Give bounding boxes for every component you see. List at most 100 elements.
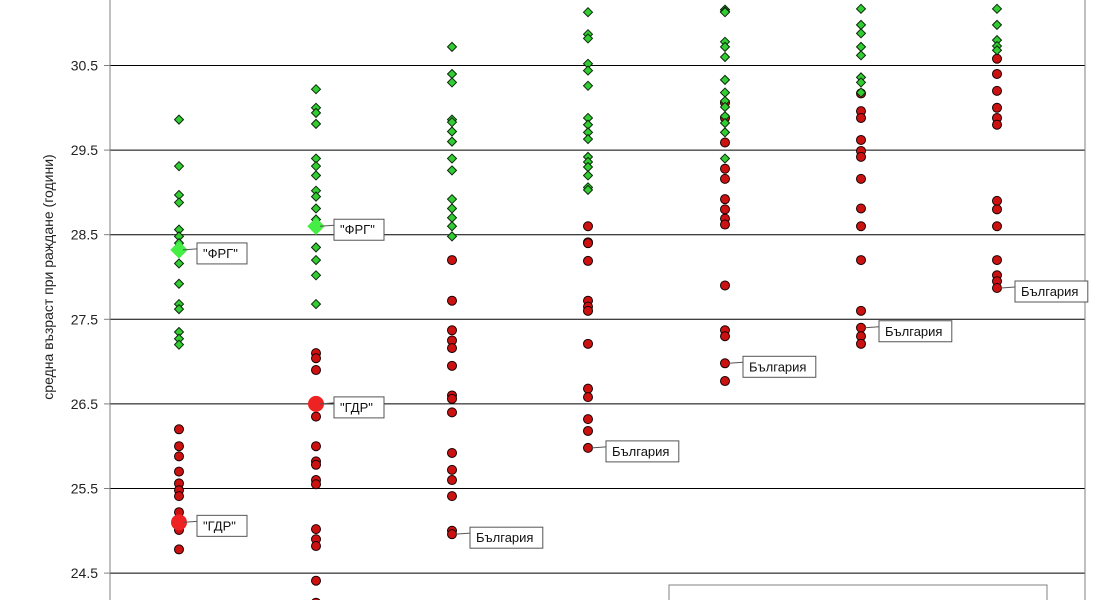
- green-point: [310, 242, 322, 253]
- green-point: [582, 33, 594, 44]
- red-point: [311, 365, 321, 376]
- green-point: [310, 254, 322, 266]
- y-tick-label: 28.5: [71, 227, 98, 243]
- annotation-box: [333, 396, 385, 419]
- green-point: [173, 278, 185, 289]
- green-point: [855, 28, 867, 39]
- red-point: [583, 414, 593, 425]
- red-point: [311, 411, 321, 422]
- annotations: "ФРГ" "ГДР" "ФРГ" "ГДР" България България Бълг…: [182, 218, 1089, 549]
- annotation-leader: [1000, 286, 1016, 289]
- red-point: [583, 442, 593, 453]
- red-point: [583, 255, 593, 266]
- red-point: [856, 151, 866, 162]
- annotation-label: "ГДР": [340, 400, 373, 415]
- green-point: [855, 77, 867, 88]
- green-point: [582, 184, 594, 196]
- annotation-label: "ФРГ": [340, 222, 375, 237]
- y-tick-labels: 24.5 25.5 26.5 27.5 28.5 29.5 30.5: [71, 58, 98, 582]
- red-point: [311, 459, 321, 470]
- green-point: [310, 270, 322, 281]
- annotation-leader: [319, 224, 335, 227]
- red-point: [856, 203, 866, 214]
- red-point: [720, 173, 730, 184]
- red-point: [174, 466, 184, 477]
- red-point: [856, 322, 866, 333]
- red-point: [720, 194, 730, 205]
- green-point: [310, 83, 322, 95]
- green-point: [310, 203, 322, 214]
- annotation-label: България: [476, 530, 533, 545]
- green-point: [446, 41, 458, 53]
- green-point: [991, 3, 1003, 15]
- red-point: [311, 441, 321, 452]
- green-point: [173, 258, 185, 269]
- red-point: [311, 541, 321, 552]
- annotation-leader: [319, 402, 335, 405]
- green-point: [173, 160, 185, 172]
- green-point: [446, 153, 458, 164]
- red-point: [174, 491, 184, 502]
- y-tick-label: 29.5: [71, 142, 98, 158]
- red-point: [447, 360, 457, 371]
- legend-box: [668, 584, 1048, 605]
- annotation-box: [1014, 280, 1089, 303]
- y-tick-label: 26.5: [71, 396, 98, 412]
- red-point: [447, 475, 457, 486]
- green-point: [991, 19, 1003, 31]
- red-point: [311, 575, 321, 586]
- y-tick-label: 30.5: [71, 58, 98, 74]
- annotation-label: "ФРГ": [203, 246, 238, 261]
- green-point: [173, 197, 185, 208]
- red-point: [447, 295, 457, 306]
- green-point: [855, 3, 867, 15]
- annotation-box: [469, 526, 544, 549]
- red-point: [992, 68, 1002, 79]
- annotation-label: България: [749, 359, 806, 374]
- green-point: [582, 6, 594, 18]
- red-point: [583, 425, 593, 436]
- y-axis-label: средна възраст при раждане (години): [40, 154, 56, 399]
- green-point: [446, 231, 458, 242]
- red-point: [992, 53, 1002, 64]
- red-point: [720, 204, 730, 215]
- red-point: [720, 358, 730, 369]
- green-point: [173, 339, 185, 350]
- green-point: [446, 221, 458, 232]
- red-point: [992, 102, 1002, 113]
- annotation-box: [196, 514, 248, 537]
- red-point: [720, 331, 730, 342]
- y-tick-label: 25.5: [71, 481, 98, 497]
- green-point: [582, 133, 594, 145]
- red-point: [856, 173, 866, 184]
- red-point: [720, 280, 730, 291]
- red-point: [856, 255, 866, 266]
- green-point: [310, 191, 322, 202]
- green-point: [310, 298, 322, 310]
- red-point: [447, 325, 457, 336]
- highlight-green-point: [170, 241, 188, 259]
- green-point: [310, 170, 322, 181]
- annotation-leader: [182, 520, 198, 523]
- red-point: [447, 491, 457, 502]
- green-point: [310, 118, 322, 130]
- red-point: [992, 282, 1002, 293]
- red-point: [856, 221, 866, 232]
- red-point: [856, 112, 866, 123]
- red-point: [583, 221, 593, 232]
- red-point: [174, 451, 184, 462]
- red-point: [174, 544, 184, 555]
- gridlines: [104, 65, 1085, 574]
- red-point: [447, 255, 457, 266]
- green-point: [173, 303, 185, 315]
- red-point: [311, 353, 321, 364]
- green-point: [719, 74, 731, 86]
- red-point: [992, 195, 1002, 206]
- red-point: [447, 343, 457, 354]
- annotation-box: [196, 242, 248, 265]
- red-point: [447, 464, 457, 475]
- green-point: [446, 165, 458, 176]
